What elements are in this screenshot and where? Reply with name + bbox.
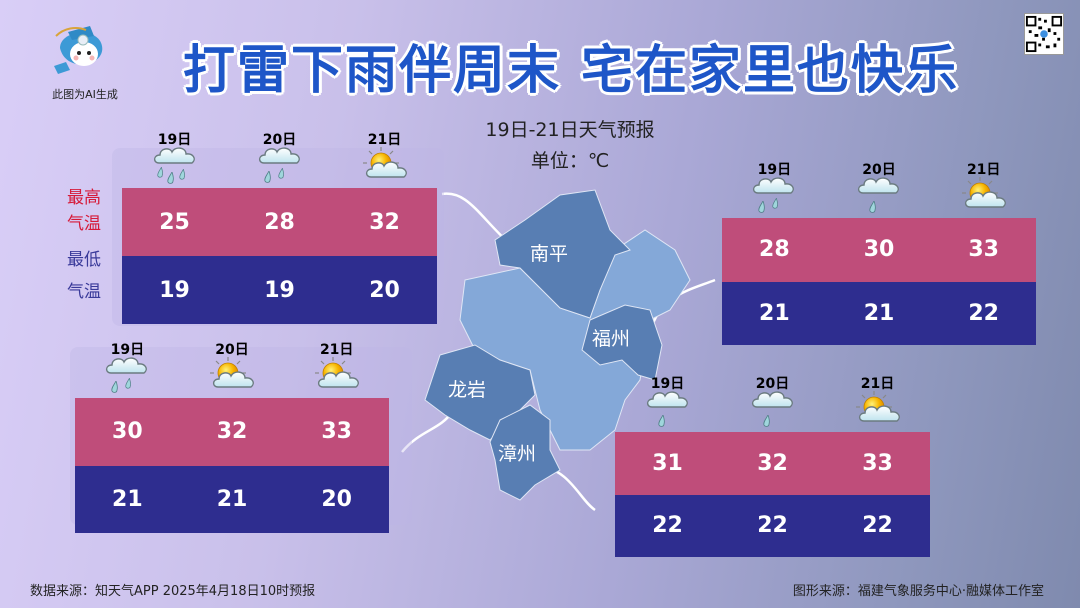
nanping-high-20: 28 (264, 209, 295, 235)
fuzhou-day-20: 20日 (827, 163, 932, 217)
nanping-day-20: 20日 (227, 133, 332, 187)
longyan-low-row: 21 21 20 (75, 465, 389, 533)
longyan-high-19: 30 (112, 419, 143, 445)
fuzhou-low-row: 21 21 22 (722, 281, 1036, 345)
fuzhou-low-20: 21 (863, 300, 895, 326)
partly-cloudy-icon (208, 357, 256, 397)
longyan-day-header: 19日 20日 21日 (75, 343, 389, 397)
longyan-day-19: 19日 (75, 343, 180, 397)
zhangzhou-day-20: 20日 (720, 377, 825, 431)
page-title: 打雷下雨伴周末 宅在家里也快乐 (182, 41, 960, 101)
longyan-temp-card: 30 32 33 21 21 20 (75, 398, 389, 533)
zhangzhou-low-20: 22 (757, 513, 788, 539)
moderate-rain-icon (103, 357, 151, 393)
fuzhou-day-21: 21日 (931, 163, 1036, 217)
heavy-rain-icon (151, 147, 199, 184)
zhangzhou-low-19: 22 (652, 513, 683, 539)
nanping-day-19: 19日 (122, 133, 227, 187)
zhangzhou-high-21: 33 (862, 450, 893, 476)
qr-code[interactable] (1024, 13, 1064, 55)
legend-low-line1: 最低 (67, 250, 101, 270)
mascot-logo (54, 26, 103, 74)
nanping-low-20: 19 (264, 277, 295, 303)
light-rain-icon (749, 391, 797, 427)
map-label-fuzhou: 福州 (592, 328, 630, 350)
fuzhou-high-19: 28 (759, 237, 790, 263)
legend-low-line2: 气温 (67, 282, 101, 302)
longyan-low-20: 21 (216, 486, 248, 512)
zhangzhou-high-20: 32 (757, 450, 788, 476)
legend-high-line2: 气温 (67, 214, 101, 234)
longyan-low-21: 20 (321, 486, 352, 512)
fuzhou-temp-card: 28 30 33 21 21 22 (722, 218, 1036, 345)
partly-cloudy-icon (960, 177, 1008, 217)
zhangzhou-high-19: 31 (652, 450, 683, 476)
nanping-low-19: 19 (159, 277, 190, 303)
graphic-source: 图形来源：福建气象服务中心·融媒体工作室 (792, 584, 1044, 599)
zhangzhou-temp-card: 31 32 33 22 22 22 (615, 432, 930, 557)
map-label-longyan: 龙岩 (448, 379, 486, 401)
fuzhou-low-21: 22 (968, 300, 999, 326)
forecast-subtitle: 19日-21日天气预报 (485, 119, 655, 141)
longyan-high-20: 32 (216, 419, 248, 445)
fuzhou-high-20: 30 (863, 237, 895, 263)
map-label-nanping: 南平 (530, 243, 568, 265)
legend-high-line1: 最高 (67, 188, 101, 208)
fuzhou-day-header: 19日 20日 21日 (722, 163, 1036, 217)
nanping-low-21: 20 (369, 277, 400, 303)
fuzhou-high-21: 33 (968, 237, 999, 263)
longyan-low-19: 21 (112, 486, 143, 512)
light-rain-icon (855, 177, 903, 213)
nanping-high-19: 25 (159, 209, 190, 235)
data-source: 数据来源：知天气APP 2025年4月18日10时预报 (30, 584, 316, 599)
nanping-high-21: 32 (369, 209, 400, 235)
unit-label: 单位：℃ (530, 150, 610, 172)
longyan-day-21: 21日 (284, 343, 389, 397)
fuzhou-high-row: 28 30 33 (722, 218, 1036, 282)
zhangzhou-day-21: 21日 (825, 377, 930, 431)
partly-cloudy-icon (313, 357, 361, 397)
map-label-zhangzhou: 漳州 (498, 443, 536, 465)
zhangzhou-day-19: 19日 (615, 377, 720, 431)
ai-generated-caption: 此图为AI生成 (52, 88, 118, 101)
fujian-map: 南平 福州 龙岩 漳州 (401, 189, 716, 512)
longyan-day-20: 20日 (180, 343, 285, 397)
partly-cloudy-icon (361, 147, 409, 187)
longyan-high-21: 33 (321, 419, 352, 445)
nanping-day-21: 21日 (332, 133, 437, 187)
light-rain-icon (644, 391, 692, 427)
nanping-day-header: 19日 20日 21日 (122, 133, 437, 187)
nanping-high-row: 25 28 32 (122, 188, 437, 256)
moderate-rain-icon (256, 147, 304, 183)
zhangzhou-day-header: 19日 20日 21日 (615, 377, 930, 431)
nanping-low-row: 19 19 20 (122, 256, 437, 324)
zhangzhou-high-row: 31 32 33 (615, 432, 930, 495)
moderate-rain-icon (750, 177, 798, 213)
zhangzhou-low-21: 22 (862, 513, 893, 539)
fuzhou-day-19: 19日 (722, 163, 827, 217)
fuzhou-low-19: 21 (759, 300, 790, 326)
zhangzhou-low-row: 22 22 22 (615, 494, 930, 557)
longyan-high-row: 30 32 33 (75, 398, 389, 466)
nanping-temp-card: 25 28 32 19 19 20 (122, 188, 437, 324)
partly-cloudy-icon (854, 391, 902, 431)
